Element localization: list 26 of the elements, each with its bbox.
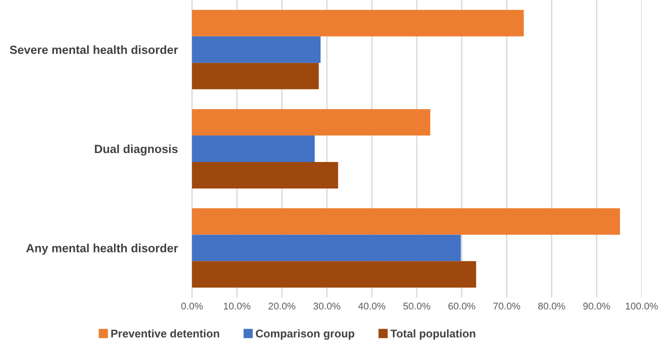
x-tick-label: 50.0% [403,302,430,310]
y-tick-label: Severe mental health disorder [10,45,178,54]
x-tick-label: 80.0% [538,302,566,310]
bar [192,208,620,235]
x-tick-label: 10.0% [224,302,250,310]
bar [192,36,321,63]
bar [192,162,338,188]
x-tick-label: 20.0% [268,302,296,310]
x-tick-label: 90.0% [583,302,610,310]
legend-label: Comparison group [256,329,354,340]
x-tick-label: 100.0% [626,302,658,310]
x-tick-label: 60.0% [448,302,476,310]
legend-label: Preventive detention [111,329,220,338]
legend-label: Total population [390,329,476,340]
bar [192,62,319,90]
x-tick-label: 40.0% [358,302,386,310]
y-tick-label: Any mental health disorder [26,244,178,255]
bar [192,109,430,136]
bar [192,261,476,288]
x-tick-label: 70.0% [493,302,520,310]
y-tick-label: Dual diagnosis [94,144,178,156]
bar [192,234,461,262]
bar [192,10,524,36]
x-tick-label: 30.0% [313,302,340,310]
x-tick-label: 0.0% [181,302,203,310]
bar [192,136,315,162]
